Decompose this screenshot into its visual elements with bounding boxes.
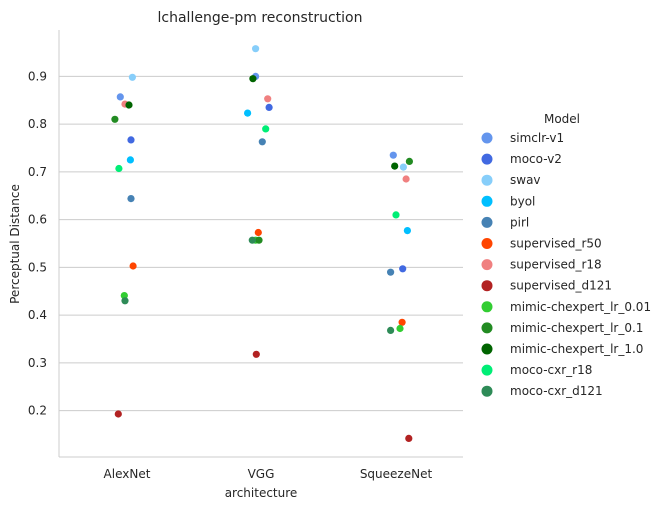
data-point-moco-v2-AlexNet xyxy=(127,136,135,144)
legend-label: moco-cxr_r18 xyxy=(510,363,592,377)
y-tick-label: 0.6 xyxy=(28,213,47,227)
legend: Model simclr-v1 moco-v2 swav byol pirl superv… xyxy=(481,112,651,398)
data-point-swav-SqueezeNet xyxy=(399,163,407,171)
legend-marker xyxy=(481,364,493,376)
legend-label: mimic-chexpert_lr_1.0 xyxy=(510,342,643,356)
legend-marker xyxy=(481,174,493,186)
y-tick-label: 0.7 xyxy=(28,165,47,179)
data-point-swav-AlexNet xyxy=(128,73,136,81)
data-point-supervised_d121-AlexNet xyxy=(114,410,122,418)
data-point-mimic-chexpert_lr_0.1-SqueezeNet xyxy=(405,157,413,165)
data-point-supervised_r18-SqueezeNet xyxy=(402,175,410,183)
data-point-moco-cxr_d121-SqueezeNet xyxy=(387,326,395,334)
y-tick-label: 0.4 xyxy=(28,308,47,322)
legend-label: mimic-chexpert_lr_0.01 xyxy=(510,300,651,314)
grid-lines xyxy=(59,75,463,412)
data-point-moco-cxr_r18-AlexNet xyxy=(115,164,123,173)
legend-marker xyxy=(481,132,493,144)
data-point-moco-cxr_d121-AlexNet xyxy=(121,297,129,305)
data-point-moco-v2-SqueezeNet xyxy=(399,265,407,273)
x-tick-label: AlexNet xyxy=(104,467,151,481)
legend-label: moco-cxr_d121 xyxy=(510,384,603,398)
data-point-supervised_r50-SqueezeNet xyxy=(398,318,406,326)
legend-label: byol xyxy=(510,194,535,208)
legend-label: supervised_d121 xyxy=(510,279,612,293)
legend-title: Model xyxy=(544,112,580,126)
legend-marker xyxy=(481,322,493,334)
x-tick-label: SqueezeNet xyxy=(360,467,433,481)
data-point-moco-cxr_r18-VGG xyxy=(262,125,270,133)
x-axis-label: architecture xyxy=(225,486,298,500)
data-point-pirl-VGG xyxy=(258,138,266,146)
data-points xyxy=(111,45,413,442)
legend-marker xyxy=(481,238,493,249)
legend-label: mimic-chexpert_lr_0.1 xyxy=(510,321,643,335)
data-point-supervised_r18-VGG xyxy=(264,95,272,103)
legend-marker xyxy=(481,280,493,292)
data-point-moco-cxr_r18-SqueezeNet xyxy=(392,211,400,219)
data-point-mimic-chexpert_lr_1.0-SqueezeNet xyxy=(391,162,399,170)
legend-marker xyxy=(481,301,493,313)
data-point-byol-VGG xyxy=(244,109,252,117)
data-point-moco-v2-VGG xyxy=(265,103,273,111)
y-tick-label: 0.8 xyxy=(28,117,47,131)
legend-label: supervised_r18 xyxy=(510,258,602,272)
y-tick-label: 0.5 xyxy=(28,260,47,274)
y-tick-label: 0.9 xyxy=(28,69,47,83)
data-point-supervised_r50-VGG xyxy=(254,228,262,237)
y-tick-label: 0.3 xyxy=(28,356,47,370)
legend-marker xyxy=(481,195,493,207)
data-point-mimic-chexpert_lr_0.1-VGG xyxy=(255,236,263,244)
legend-marker xyxy=(481,259,493,271)
data-point-mimic-chexpert_lr_0.1-AlexNet xyxy=(111,115,119,123)
data-point-mimic-chexpert_lr_1.0-AlexNet xyxy=(125,101,133,109)
data-point-supervised_r50-AlexNet xyxy=(129,262,137,270)
legend-marker xyxy=(481,343,493,355)
x-tick-label: VGG xyxy=(248,467,275,481)
legend-label: moco-v2 xyxy=(510,152,562,166)
chart-title: lchallenge-pm reconstruction xyxy=(158,10,363,26)
x-tick-labels: AlexNet VGG SqueezeNet xyxy=(104,467,433,481)
data-point-pirl-AlexNet xyxy=(127,195,135,203)
data-point-supervised_d121-SqueezeNet xyxy=(405,434,413,442)
axes xyxy=(58,30,463,458)
data-point-simclr-v1-AlexNet xyxy=(116,93,124,101)
y-tick-labels: 0.2 0.3 0.4 0.5 0.6 0.7 0.8 0.9 xyxy=(28,69,47,417)
legend-label: pirl xyxy=(510,215,529,229)
data-point-mimic-chexpert_lr_0.01-SqueezeNet xyxy=(396,324,404,333)
data-point-mimic-chexpert_lr_1.0-VGG xyxy=(249,75,257,83)
legend-label: swav xyxy=(510,173,541,187)
legend-marker xyxy=(481,216,493,228)
data-point-byol-AlexNet xyxy=(126,156,134,164)
data-point-byol-SqueezeNet xyxy=(403,227,411,235)
y-axis-label: Perceptual Distance xyxy=(8,184,22,304)
legend-label: supervised_r50 xyxy=(510,237,602,251)
legend-marker xyxy=(481,385,493,397)
data-point-swav-VGG xyxy=(252,45,260,53)
legend-marker xyxy=(481,153,493,165)
data-point-supervised_d121-VGG xyxy=(252,350,260,358)
legend-label: simclr-v1 xyxy=(510,131,564,145)
data-point-simclr-v1-SqueezeNet xyxy=(389,151,397,159)
y-tick-label: 0.2 xyxy=(28,404,47,418)
data-point-pirl-SqueezeNet xyxy=(387,268,395,276)
data-point-moco-cxr_d121-VGG xyxy=(248,236,256,244)
